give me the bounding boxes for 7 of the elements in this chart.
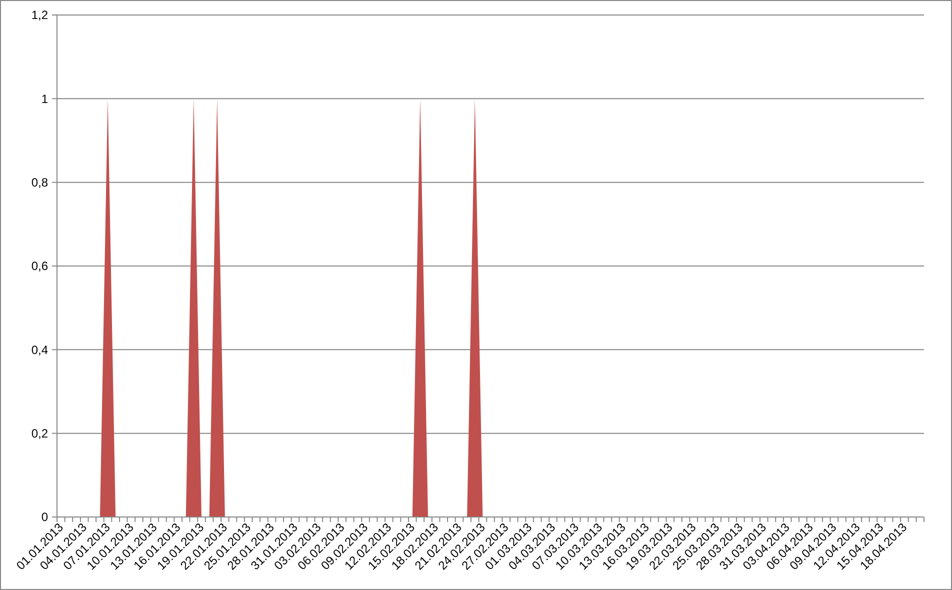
y-tick-label: 0,4	[31, 342, 48, 357]
y-tick-label: 1	[41, 92, 48, 106]
y-tick-label: 1,2	[31, 8, 48, 22]
y-tick-label: 0	[41, 510, 48, 524]
y-tick-label: 0,6	[31, 259, 48, 274]
y-tick-label: 0,2	[31, 426, 48, 441]
y-tick-label: 0,8	[31, 176, 48, 190]
